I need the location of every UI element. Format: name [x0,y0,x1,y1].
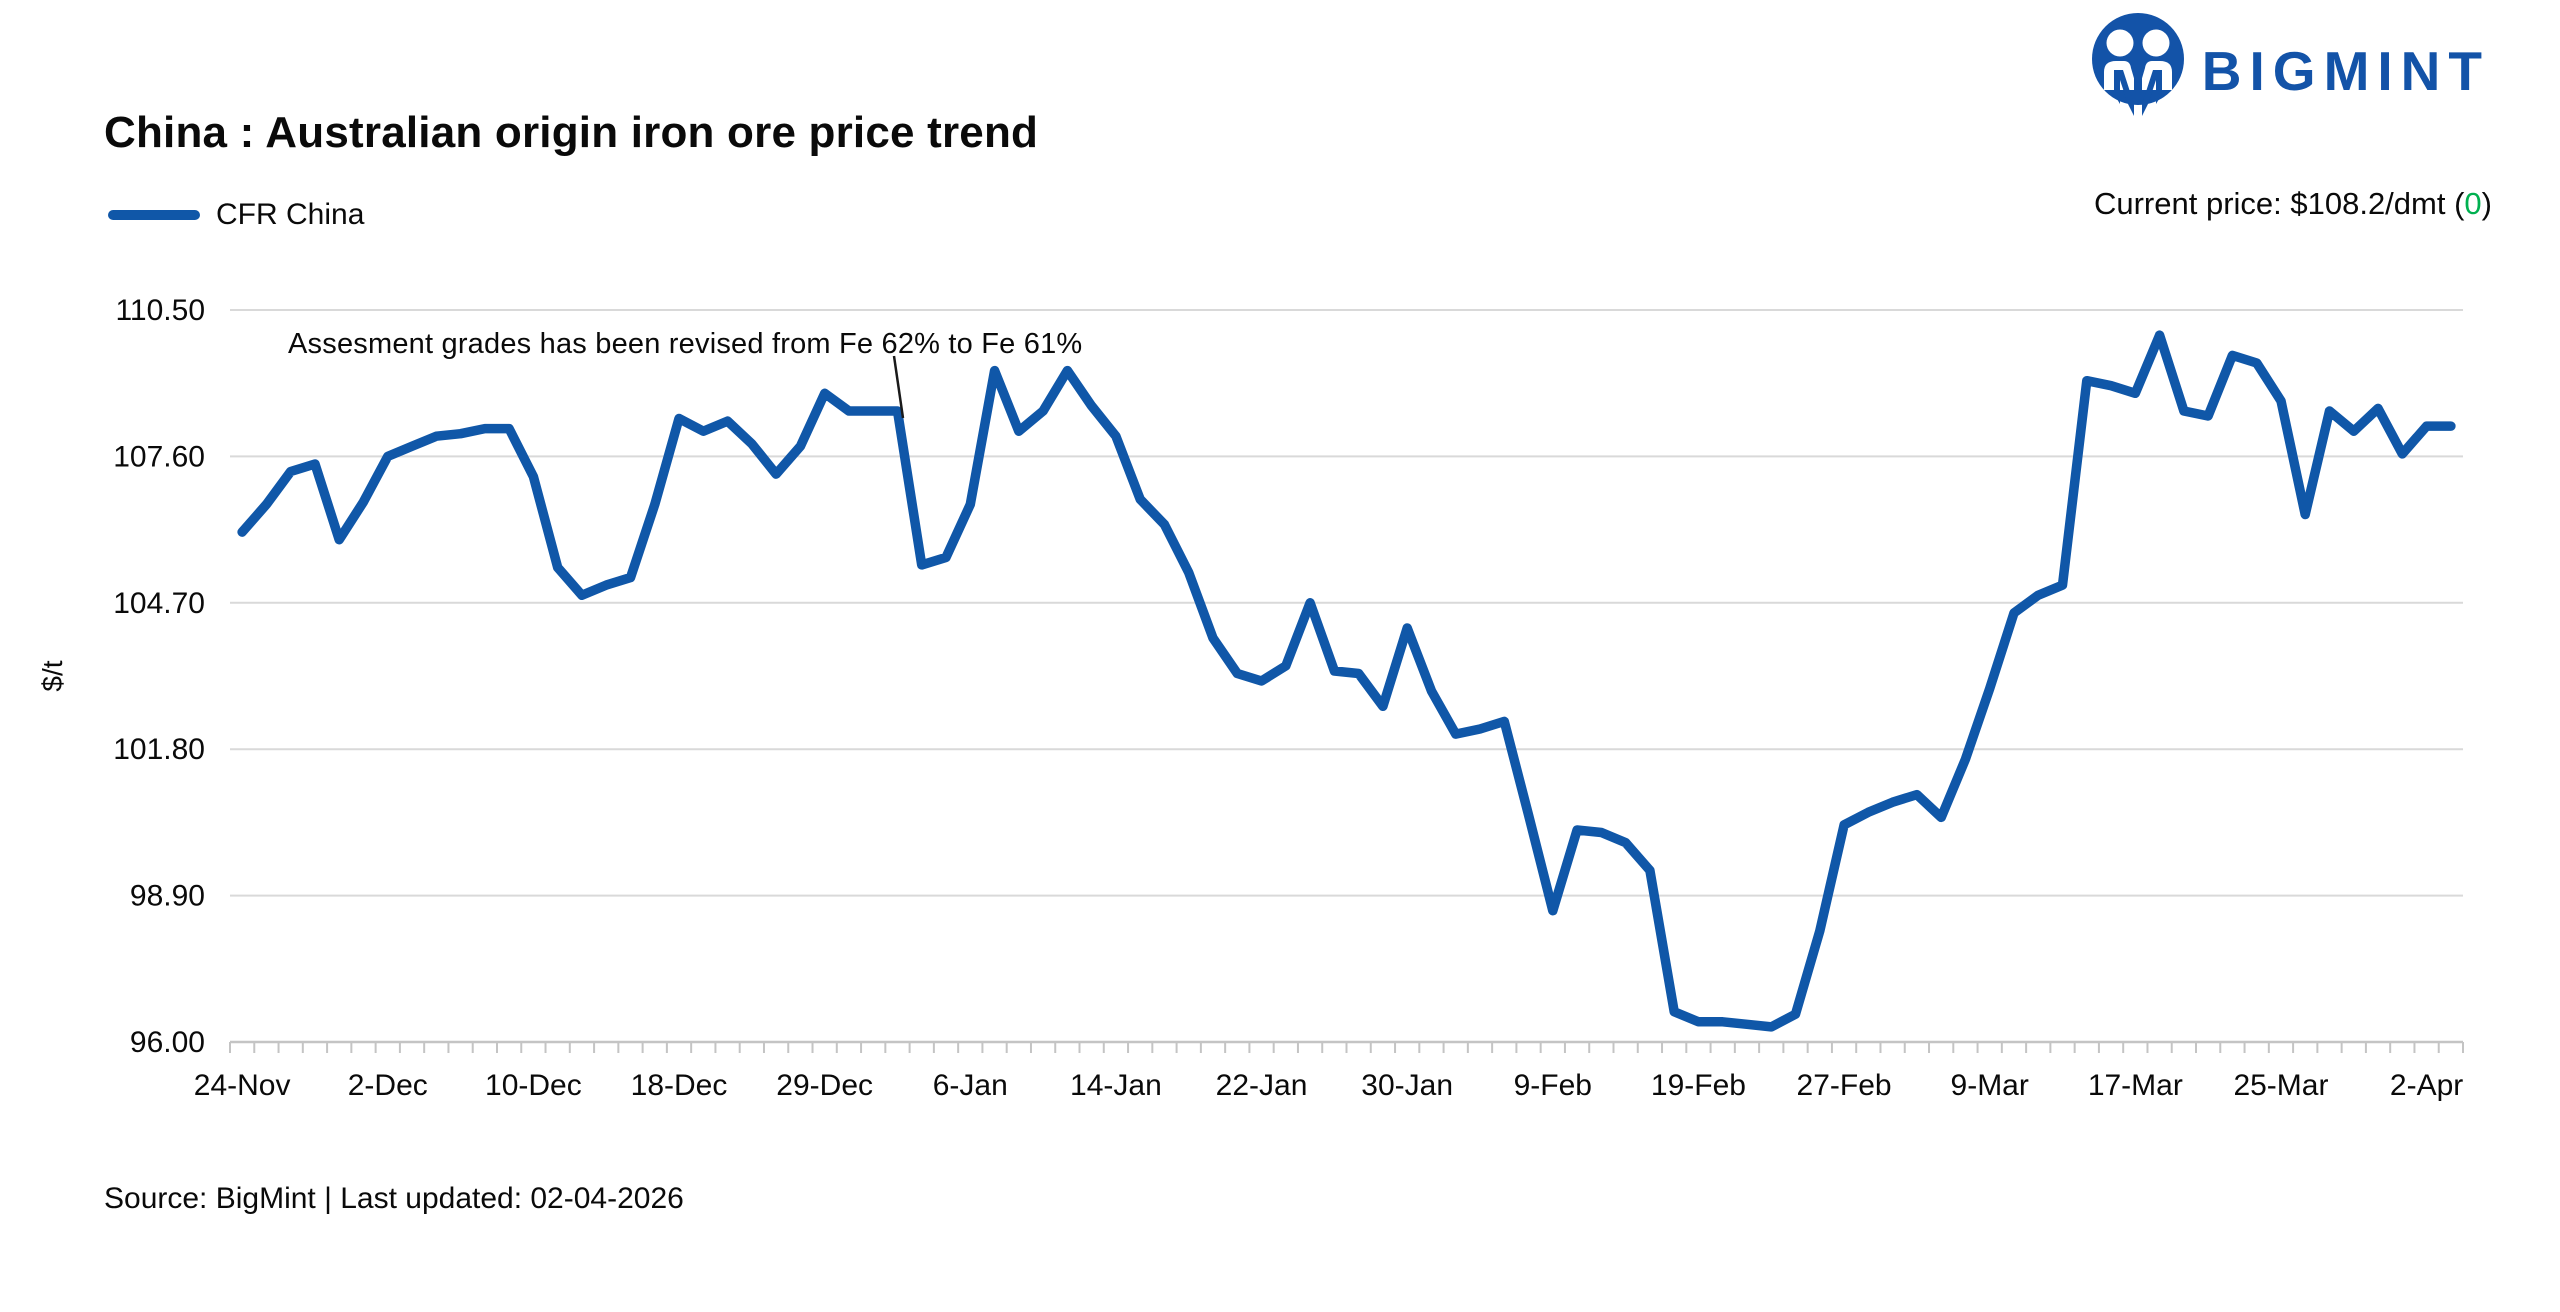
x-tick-label: 10-Dec [485,1069,582,1102]
brand-logo: BIGMINT [2090,12,2490,129]
x-tick-label: 2-Dec [348,1069,428,1102]
y-axis-title: $/t [37,660,68,691]
x-tick-label: 22-Jan [1216,1069,1308,1102]
y-tick-label: 96.00 [130,1026,205,1059]
x-tick-label: 18-Dec [631,1069,728,1102]
y-tick-label: 98.90 [130,880,205,913]
series-line-cfr-china [237,330,2456,1032]
source-line: Source: BigMint | Last updated: 02-04-20… [104,1182,684,1215]
x-tick-label: 2-Apr [2390,1069,2463,1102]
current-price-paren-open: ( [2445,186,2465,221]
current-price-paren-close: ) [2481,186,2492,221]
y-tick-label: 107.60 [113,440,205,473]
x-tick-label: 17-Mar [2088,1069,2183,1102]
x-tick-label: 9-Mar [1951,1069,2029,1102]
bigmint-logo-icon [2090,12,2188,129]
current-price-change: 0 [2464,186,2482,221]
legend: CFR China [108,198,364,232]
legend-line-swatch [108,210,200,220]
legend-label: CFR China [216,198,365,231]
page-title: China : Australian origin iron ore price… [104,108,1039,157]
x-tick-label: 9-Feb [1514,1069,1592,1102]
x-tick-label: 25-Mar [2233,1069,2328,1102]
x-tick-label: 24-Nov [194,1069,291,1102]
x-tick-label: 19-Feb [1651,1069,1746,1102]
x-tick-label: 29-Dec [776,1069,873,1102]
y-tick-label: 110.50 [115,294,205,327]
y-tick-label: 101.80 [113,733,205,766]
x-tick-label: 27-Feb [1797,1069,1892,1102]
current-price-text: Current price: $108.2/dmt [2093,186,2446,221]
y-tick-label: 104.70 [113,587,205,620]
x-tick-label: 14-Jan [1070,1069,1162,1102]
x-tick-label: 6-Jan [933,1069,1008,1102]
chart-annotation: Assesment grades has been revised from F… [288,328,1083,360]
bigmint-logo-text: BIGMINT [2201,39,2490,102]
current-price: Current price: $108.2/dmt (0) [2094,186,2492,222]
x-tick-label: 30-Jan [1361,1069,1453,1102]
annotation-pointer-line [892,355,905,419]
